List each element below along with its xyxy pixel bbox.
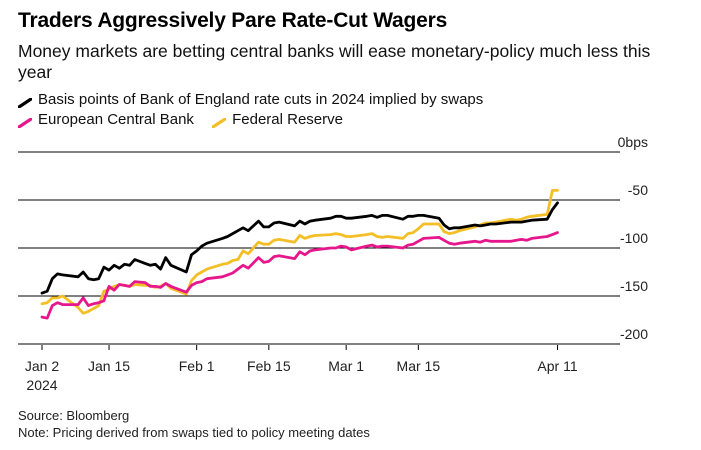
footnote: Note: Pricing derived from swaps tied to…: [18, 425, 370, 440]
legend-swatch-boe: [17, 95, 33, 109]
x-tick-label: Feb 1: [179, 358, 215, 374]
series-line-boe: [40, 201, 559, 295]
x-tick-label: Jan 15: [88, 358, 130, 374]
source-note: Source: Bloomberg: [18, 408, 130, 423]
legend-swatch-ecb: [17, 115, 33, 129]
legend-row-2: European Central Bank Federal Reserve: [17, 111, 357, 132]
legend-label-fed: Federal Reserve: [232, 111, 343, 128]
x-tick-sublabel: 2024: [26, 377, 57, 393]
y-tick-label: -50: [628, 182, 648, 198]
y-tick-label: -150: [620, 278, 648, 294]
y-tick-label: 0bps: [618, 134, 648, 150]
y-tick-label: -200: [620, 326, 648, 342]
legend-label-ecb: European Central Bank: [38, 111, 194, 128]
y-tick-label: -100: [620, 230, 648, 246]
legend-item-boe: Basis points of Bank of England rate cut…: [17, 91, 484, 109]
legend-label-boe: Basis points of Bank of England rate cut…: [38, 91, 484, 108]
x-tick-label: Feb 15: [247, 358, 291, 374]
legend-item-fed: Federal Reserve: [211, 111, 343, 129]
legend-row-1: Basis points of Bank of England rate cut…: [17, 91, 497, 112]
legend-item-ecb: European Central Bank: [17, 111, 194, 129]
legend-swatch-fed: [211, 115, 227, 129]
chart-subtitle: Money markets are betting central banks …: [18, 41, 651, 82]
series-line-ecb: [40, 231, 559, 320]
chart-title: Traders Aggressively Pare Rate-Cut Wager…: [18, 9, 448, 32]
x-tick-label: Apr 11: [537, 358, 577, 374]
x-tick-label: Mar 1: [328, 358, 364, 374]
x-tick-label: Mar 15: [397, 358, 441, 374]
x-tick-label: Jan 2: [25, 358, 59, 374]
